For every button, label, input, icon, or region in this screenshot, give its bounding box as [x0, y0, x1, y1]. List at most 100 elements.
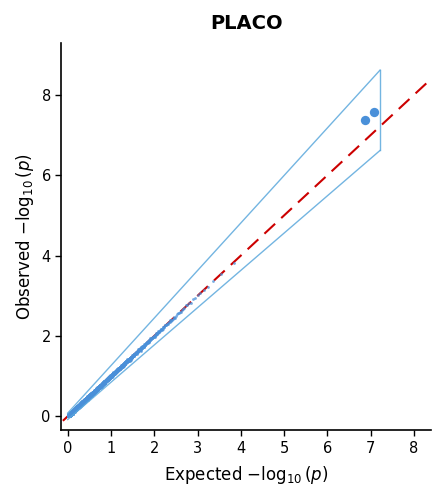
Point	[91, 388, 98, 396]
Point	[84, 395, 91, 403]
Point	[89, 389, 96, 397]
Point	[78, 400, 85, 407]
Point	[87, 392, 94, 400]
Point	[72, 404, 79, 412]
Point	[89, 390, 96, 398]
Point	[85, 392, 93, 400]
Point	[79, 400, 86, 407]
Point	[71, 405, 78, 413]
Point	[76, 400, 83, 408]
Point	[70, 408, 77, 416]
Point	[70, 407, 77, 415]
Point	[102, 378, 109, 386]
Point	[81, 396, 88, 404]
Point	[65, 411, 73, 419]
Point	[81, 396, 88, 404]
Point	[67, 410, 74, 418]
Point	[89, 390, 97, 398]
Point	[79, 399, 86, 407]
Point	[74, 402, 81, 410]
Point	[70, 406, 77, 414]
Point	[82, 396, 89, 404]
Point	[78, 400, 85, 407]
Point	[71, 405, 78, 413]
Point	[73, 404, 81, 412]
Point	[67, 409, 74, 417]
Point	[81, 398, 88, 406]
Point	[65, 412, 72, 420]
Point	[79, 398, 86, 406]
Point	[72, 404, 79, 412]
Point	[110, 368, 117, 376]
Point	[67, 408, 74, 416]
Point	[131, 350, 138, 358]
Point	[99, 380, 106, 388]
Point	[65, 412, 72, 420]
Point	[85, 392, 92, 400]
Point	[68, 409, 75, 417]
Point	[136, 345, 143, 353]
Point	[75, 402, 82, 410]
Point	[85, 392, 92, 400]
Point	[164, 320, 171, 328]
Point	[135, 346, 142, 354]
Point	[110, 368, 117, 376]
Point	[70, 407, 77, 415]
Point	[105, 374, 112, 382]
Point	[74, 404, 81, 411]
Point	[65, 412, 72, 420]
Point	[82, 395, 89, 403]
Point	[74, 403, 81, 411]
Point	[67, 410, 74, 418]
Point	[98, 380, 105, 388]
Point	[66, 411, 73, 419]
Point	[73, 404, 81, 412]
Point	[76, 402, 83, 409]
Point	[65, 412, 72, 420]
Point	[83, 395, 90, 403]
Point	[71, 406, 78, 414]
Point	[69, 408, 76, 416]
Point	[66, 410, 73, 418]
Point	[100, 379, 107, 387]
Point	[72, 406, 79, 413]
Point	[85, 393, 92, 401]
Point	[80, 398, 87, 406]
Point	[69, 408, 76, 416]
Point	[73, 404, 80, 411]
Point	[88, 390, 95, 398]
Point	[86, 392, 93, 400]
Point	[85, 394, 92, 402]
Point	[80, 398, 87, 406]
Point	[83, 396, 90, 404]
Point	[67, 410, 74, 418]
Point	[71, 406, 78, 414]
Point	[65, 410, 72, 418]
Point	[70, 406, 77, 414]
Point	[72, 406, 79, 414]
Point	[72, 405, 79, 413]
Point	[121, 358, 128, 366]
Point	[67, 409, 74, 417]
Point	[130, 352, 137, 360]
Point	[90, 389, 97, 397]
Point	[69, 407, 77, 415]
Point	[67, 410, 74, 418]
Point	[117, 362, 125, 370]
Point	[69, 409, 76, 417]
Point	[73, 403, 81, 411]
Point	[69, 408, 76, 416]
Point	[100, 378, 107, 386]
Point	[124, 356, 131, 364]
Point	[78, 400, 85, 407]
Point	[116, 364, 123, 372]
Point	[81, 398, 88, 406]
Point	[65, 412, 72, 420]
Point	[66, 411, 73, 419]
Point	[95, 383, 102, 391]
Point	[69, 408, 76, 416]
Point	[129, 352, 137, 360]
Point	[66, 411, 73, 419]
Point	[65, 412, 73, 420]
Point	[81, 397, 89, 405]
